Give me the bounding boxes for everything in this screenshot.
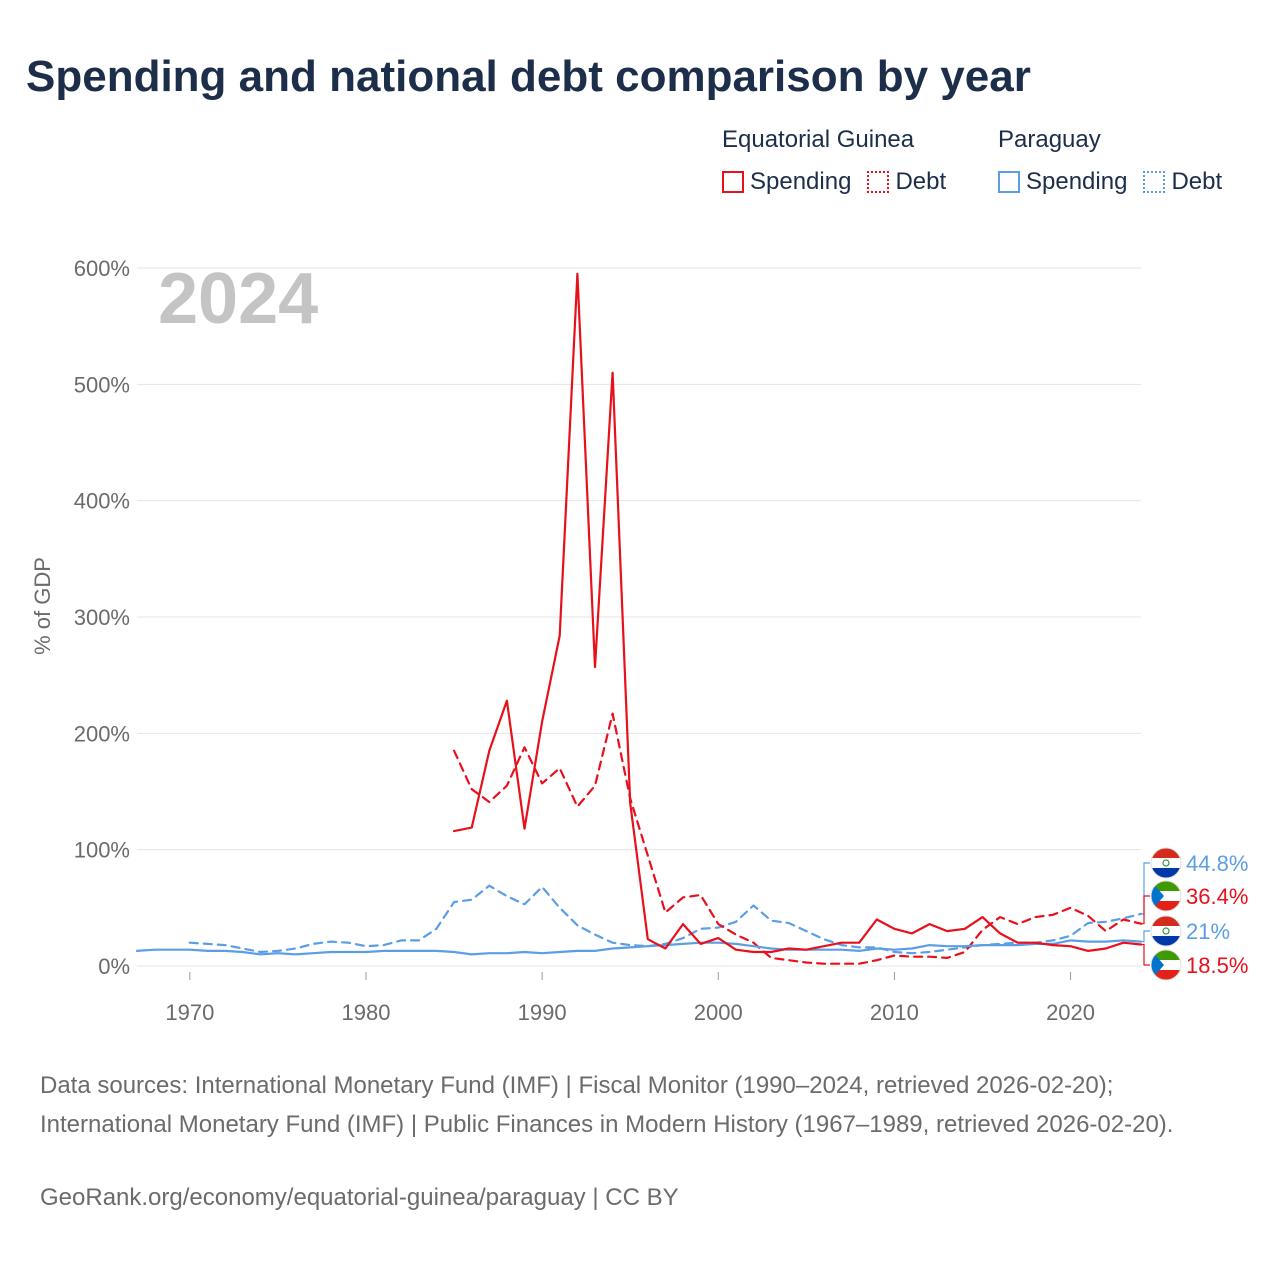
y-tick-label: 100%: [74, 838, 130, 863]
end-value-label: 36.4%: [1186, 884, 1248, 909]
end-value-label: 44.8%: [1186, 851, 1248, 876]
legend-label: Debt: [1171, 168, 1223, 195]
line-chart: 2024 % of GDP 0% 100% 200% 300% 400% 500% 600%…: [30, 256, 1248, 1025]
paraguay-flag-icon: [1150, 915, 1182, 947]
legend-item-py-debt[interactable]: Debt: [1143, 168, 1222, 196]
legend-group-equatorial-guinea: Equatorial Guinea Spending Debt: [722, 126, 946, 196]
legend-group-name: Paraguay: [998, 126, 1101, 153]
y-tick-label: 400%: [74, 489, 130, 514]
x-tick-label: 2010: [870, 1000, 919, 1025]
legend-label: Debt: [895, 168, 947, 195]
year-overlay: 2024: [158, 259, 318, 339]
tick-layer: 0% 100% 200% 300% 400% 500% 600% 1970 1980 1990 20…: [74, 256, 1095, 1025]
y-tick-label: 600%: [74, 256, 130, 281]
equatorial-guinea-flag-icon: [1150, 880, 1182, 912]
end-value-label: 18.5%: [1186, 953, 1248, 978]
legend-item-py-spending[interactable]: Spending: [998, 168, 1127, 196]
legend-label: Spending: [1026, 168, 1128, 195]
legend-swatch-solid: [998, 171, 1020, 193]
series-line-equatorial-guinea-spending: [453, 272, 1143, 954]
legend-swatch-dotted: [867, 171, 890, 193]
legend-swatch-dotted: [1143, 171, 1166, 193]
legend-group-name: Equatorial Guinea: [722, 126, 915, 153]
legend-label: Spending: [750, 168, 852, 195]
end-label-connector: [1141, 895, 1150, 925]
end-label-layer: 44.8% 36.4% 21% 18.5%: [1141, 847, 1248, 981]
y-tick-label: 0%: [98, 954, 130, 979]
end-value-label: 21%: [1186, 919, 1230, 944]
equatorial-guinea-flag-icon: [1150, 949, 1182, 981]
legend-swatch-solid: [722, 171, 744, 193]
series-layer: [135, 272, 1143, 965]
y-tick-label: 300%: [74, 605, 130, 630]
y-axis-label: % of GDP: [30, 557, 55, 655]
x-tick-label: 1970: [165, 1000, 214, 1025]
x-tick-label: 2020: [1046, 1000, 1095, 1025]
legend-group-paraguay: Paraguay Spending Debt: [998, 126, 1222, 196]
legend-item-eg-spending[interactable]: Spending: [722, 168, 851, 196]
chart-title: Spending and national debt comparison by…: [26, 52, 1031, 101]
credit-link[interactable]: GeoRank.org/economy/equatorial-guinea/pa…: [40, 1184, 679, 1211]
y-tick-label: 500%: [74, 372, 130, 397]
end-label-connector: [1141, 943, 1150, 966]
x-tick-label: 1980: [342, 1000, 391, 1025]
x-tick-label: 2000: [694, 1000, 743, 1025]
y-tick-label: 200%: [74, 721, 130, 746]
end-label-connector: [1141, 862, 1150, 915]
x-tick-label: 1990: [518, 1000, 567, 1025]
end-label-connector: [1141, 930, 1150, 943]
series-line-equatorial-guinea-debt: [453, 712, 1143, 965]
grid-layer: [137, 267, 1141, 967]
data-sources: Data sources: International Monetary Fun…: [40, 1072, 1174, 1138]
legend-item-eg-debt[interactable]: Debt: [867, 168, 946, 196]
series-line-paraguay-spending: [135, 939, 1143, 956]
paraguay-flag-icon: [1150, 847, 1182, 879]
